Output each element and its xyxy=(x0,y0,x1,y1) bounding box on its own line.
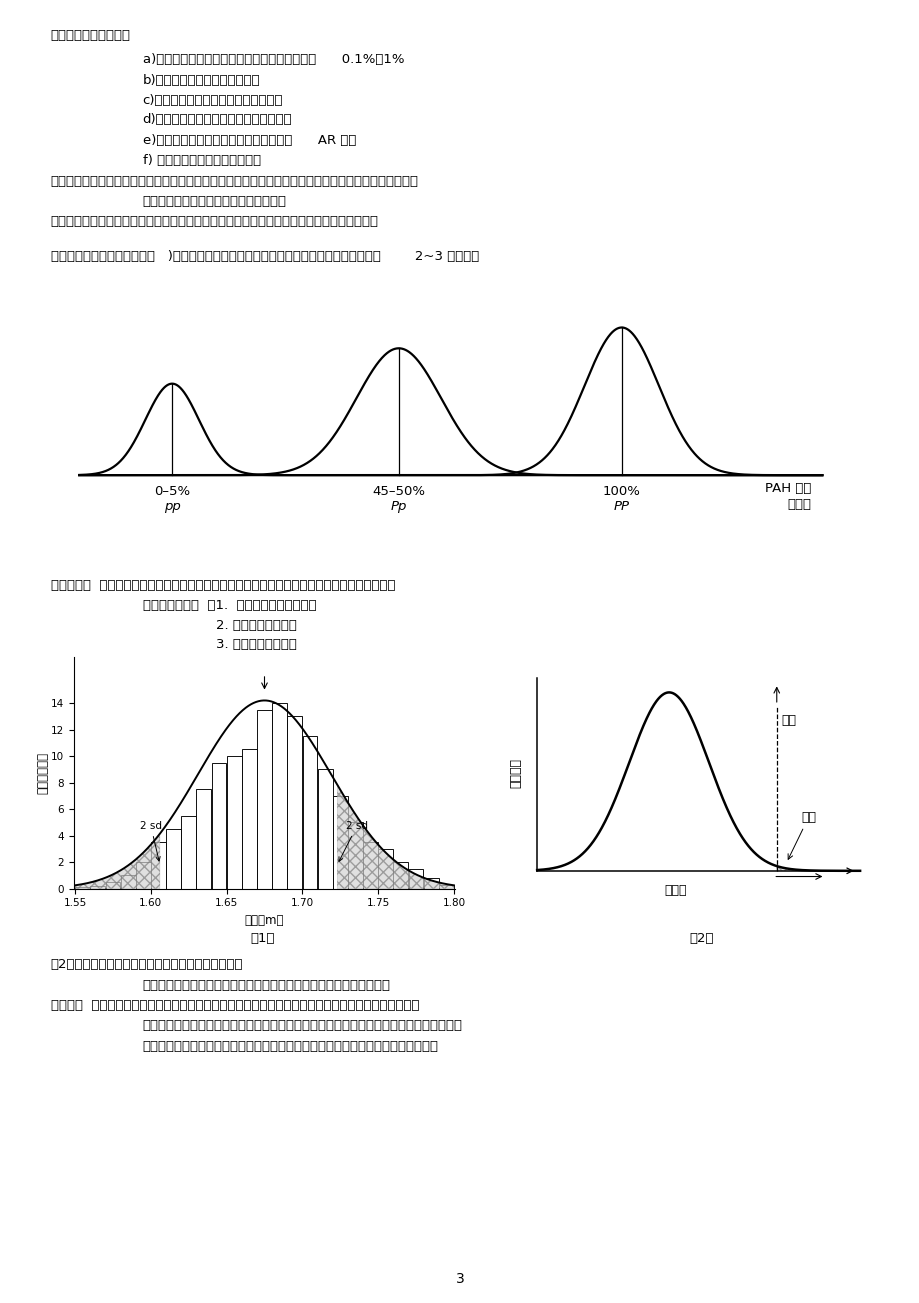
Bar xyxy=(120,876,135,889)
Bar xyxy=(151,842,165,889)
Bar xyxy=(90,886,105,889)
Bar xyxy=(438,885,453,889)
Text: 发病人数: 发病人数 xyxy=(509,757,522,788)
Text: 2. 由多个基因决定。: 2. 由多个基因决定。 xyxy=(216,619,297,632)
Text: （2）易感性：由遗传基础决定一个个体患病的风险。: （2）易感性：由遗传基础决定一个个体患病的风险。 xyxy=(51,958,243,971)
Bar xyxy=(363,842,378,889)
Text: f) 发病率有种族（或民族）差异: f) 发病率有种族（或民族）差异 xyxy=(142,154,260,167)
Bar xyxy=(256,710,272,889)
Text: b)遗传基础是多个微效基因变异: b)遗传基础是多个微效基因变异 xyxy=(142,74,260,87)
Text: 累加效应：在多对基因的累加之后，可以形成一个明显的表性效应，这种现象称为累加效应。: 累加效应：在多对基因的累加之后，可以形成一个明显的表性效应，这种现象称为累加效应… xyxy=(51,215,379,228)
Bar xyxy=(242,749,256,889)
Text: 阈值: 阈值 xyxy=(780,714,795,727)
Bar xyxy=(393,863,408,889)
Bar xyxy=(347,822,362,889)
Text: 多基因病的遗传特点：: 多基因病的遗传特点： xyxy=(51,29,130,42)
Text: 易患性: 易患性 xyxy=(664,885,686,898)
Bar xyxy=(136,863,151,889)
Text: 45–50%: 45–50% xyxy=(372,485,425,498)
Bar xyxy=(317,769,332,889)
Bar xyxy=(272,704,287,889)
Text: 遗传性状或遗传病形成的作用是微小的。: 遗传性状或遗传病形成的作用是微小的。 xyxy=(142,195,287,208)
Text: 质量性状（单基因遗传的性状   )：单基因遗传的性状分布不连续，可明显将变异个体区分为        2~3 个群体。: 质量性状（单基因遗传的性状 )：单基因遗传的性状分布不连续，可明显将变异个体区分… xyxy=(51,250,478,263)
Bar xyxy=(181,816,196,889)
Text: PAH 活性: PAH 活性 xyxy=(764,482,811,495)
Text: 率高，反之，易患性的平均值与阈值越远，表明易患性低，阈值高，群体患病率低。: 率高，反之，易患性的平均值与阈值越远，表明易患性低，阈值高，群体患病率低。 xyxy=(142,1040,438,1053)
Bar xyxy=(75,887,90,889)
Bar xyxy=(333,796,347,889)
Bar xyxy=(287,717,302,889)
Bar xyxy=(424,878,438,889)
Text: 2 sd: 2 sd xyxy=(140,821,162,861)
Y-axis label: 变异数（千）: 变异数（千） xyxy=(36,752,50,794)
Text: a)包括一些常见病和常见的畸形，发病率一般在      0.1%－1%: a)包括一些常见病和常见的畸形，发病率一般在 0.1%－1% xyxy=(142,53,403,66)
Text: 基因型: 基因型 xyxy=(787,498,811,511)
Text: （1）: （1） xyxy=(250,932,274,945)
Bar xyxy=(197,790,211,889)
Text: 3. 表型受环境影响。: 3. 表型受环境影响。 xyxy=(216,638,297,652)
Bar xyxy=(302,736,317,889)
Text: （2）: （2） xyxy=(689,932,713,945)
X-axis label: 身高（m）: 身高（m） xyxy=(244,913,284,926)
Text: 2 sd: 2 sd xyxy=(338,821,368,861)
Text: 数量性状：  连续变异的性状，不同个体间的差异只是量的变异，临近的两个个体间的差异很小。: 数量性状： 连续变异的性状，不同个体间的差异只是量的变异，临近的两个个体间的差异… xyxy=(51,579,394,592)
Text: 易患性：遗传因素和环境因素共同作用决定个体患某种遗传病的风险。: 易患性：遗传因素和环境因素共同作用决定个体患某种遗传病的风险。 xyxy=(142,979,391,992)
Text: d)随着亲属级别降低，发病风险迅速下降: d)随着亲属级别降低，发病风险迅速下降 xyxy=(142,113,292,126)
Bar xyxy=(408,869,423,889)
Text: 数量。一种多基因病的易患性的平均值与阈值越接近，表明易患性越高，阈值低，群体患病: 数量。一种多基因病的易患性的平均值与阈值越接近，表明易患性越高，阈值低，群体患病 xyxy=(142,1019,462,1032)
Text: 发病阈值  ：由易患性所导致的多基因遗传病发病的最低限度，阈值代表患病所必需的，最低的易患基因: 发病阈值 ：由易患性所导致的多基因遗传病发病的最低限度，阈值代表患病所必需的，最… xyxy=(51,999,419,1012)
Text: c)一般仅表现为中等程度的家族聚集性: c)一般仅表现为中等程度的家族聚集性 xyxy=(142,94,283,107)
Text: PP: PP xyxy=(613,499,629,512)
Text: e)近亲婚配，子女发病风险增高，但不如      AR 显著: e)近亲婚配，子女发病风险增高，但不如 AR 显著 xyxy=(142,134,356,147)
Text: 患者: 患者 xyxy=(788,810,815,859)
Text: pp: pp xyxy=(164,499,180,512)
Text: 100%: 100% xyxy=(602,485,640,498)
Bar xyxy=(226,756,242,889)
Text: 微效基因：人类的一些遗传性状或某些遗传病的遗传基础不是一对主基因，而是几对基因，每一对基因对: 微效基因：人类的一些遗传性状或某些遗传病的遗传基础不是一对主基因，而是几对基因，… xyxy=(51,175,418,188)
Bar xyxy=(106,882,120,889)
Text: Pp: Pp xyxy=(391,499,406,512)
Text: 3: 3 xyxy=(455,1272,464,1286)
Text: 0–5%: 0–5% xyxy=(153,485,190,498)
Text: 数量性状的特点  ：1.  性状变异呈正态分布。: 数量性状的特点 ：1. 性状变异呈正态分布。 xyxy=(142,599,316,612)
Bar xyxy=(378,848,392,889)
Bar xyxy=(166,829,181,889)
Bar xyxy=(211,762,226,889)
